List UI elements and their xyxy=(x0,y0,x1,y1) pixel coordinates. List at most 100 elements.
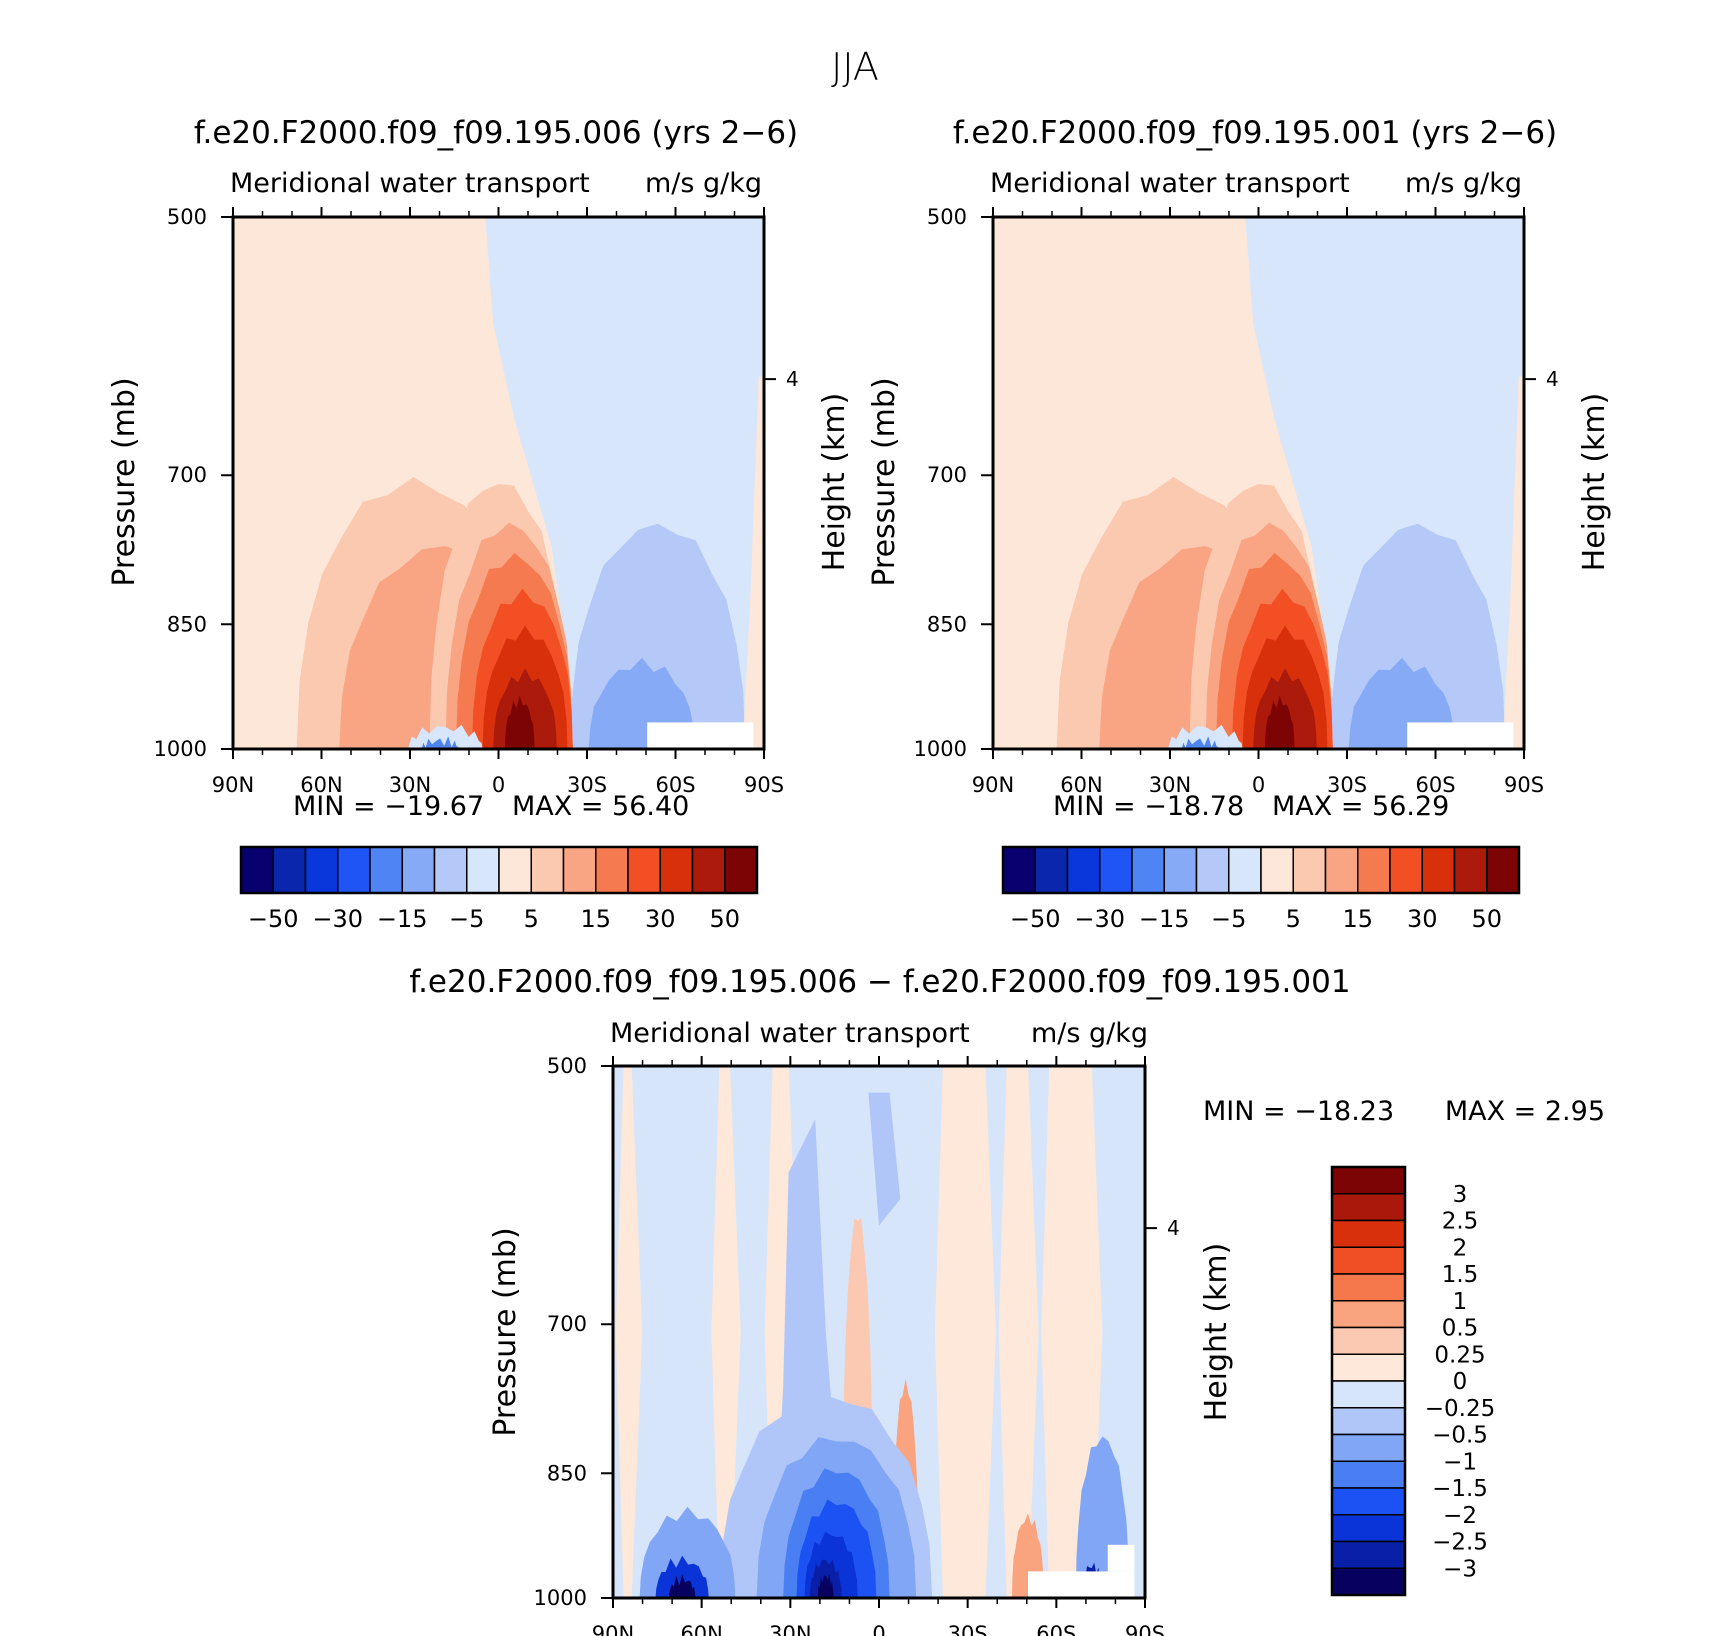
panel-1-xtick-label: 0 xyxy=(492,773,505,797)
panel-1-title: f.e20.F2000.f09_f09.195.006 (yrs 2−6) xyxy=(194,115,798,151)
panel-1-neg-pocket-core xyxy=(421,736,459,749)
panel-1-ytick-label: 500 xyxy=(167,205,207,229)
panel-3-colorbar-label: −1.5 xyxy=(1432,1476,1488,1502)
panel-1-ylabel: Pressure (mb) xyxy=(107,377,142,586)
panel-2-plot xyxy=(993,217,1524,749)
panel-1-right-tick-label: 4 xyxy=(786,367,799,391)
panel-2-colorbar-swatch xyxy=(1066,846,1101,894)
panel-3-pos-strip-2 xyxy=(711,1066,741,1598)
panel-3-colorbar-label: 3 xyxy=(1453,1182,1468,1208)
panel-3-right-tick-label: 4 xyxy=(1167,1216,1180,1240)
panel-1-colorbar-frame xyxy=(239,845,759,895)
panel-2-colorbar-label: 5 xyxy=(1286,905,1301,933)
panel-2-ylabel-right: Height (km) xyxy=(1577,393,1612,572)
panel-2-colorbar-swatch xyxy=(1357,846,1391,894)
panel-3-subtitle: Meridional water transport xyxy=(610,1018,970,1049)
panel-2-colorbar-label: −15 xyxy=(1139,905,1190,933)
panel-2-colorbar-swatch xyxy=(1228,846,1262,894)
panel-1-colorbar-swatch xyxy=(433,846,468,894)
panel-3-colorbar-label: 0.25 xyxy=(1434,1342,1485,1368)
panel-2-axes: 90N 60N 30N 0 30S 60S 90S 500 700 850 1000 4 xyxy=(914,205,1559,797)
panel-3-min-label: MIN = −18.23 xyxy=(1203,1096,1394,1127)
panel-1-missing-block xyxy=(647,722,754,749)
panel-1-subtitle: Meridional water transport xyxy=(230,168,590,199)
panel-2-colorbar-label: −30 xyxy=(1074,905,1125,933)
panel-2-colorbar-swatch xyxy=(1324,846,1359,894)
panel-3-colorbar-label: 0 xyxy=(1453,1369,1468,1395)
panel-3-colorbar-label: 2.5 xyxy=(1442,1209,1479,1235)
panel-3-colorbar-label: −2.5 xyxy=(1432,1530,1488,1556)
panel-1-neg-pocket xyxy=(408,724,483,749)
panel-1-colorbar-swatch xyxy=(369,846,403,894)
panel-2-pos-strip-south xyxy=(1502,376,1524,749)
panel-2-colorbar-label: 50 xyxy=(1471,905,1502,933)
panel-3-colorbar-swatch xyxy=(1331,1567,1406,1596)
panel-1-xtick-label: 30N xyxy=(389,773,431,797)
panel-3-colorbar-swatch xyxy=(1331,1460,1406,1489)
panel-3-axes: 90N 60N 30N 0 30S 60S 90S 500 700 850 1000 4 xyxy=(534,1054,1180,1636)
panel-1-colorbar-label: −30 xyxy=(312,905,363,933)
panel-3-xtick-label: 60S xyxy=(1036,1622,1076,1636)
panel-3-neg-blob-3 xyxy=(817,1573,834,1598)
panel-1-colorbar-label: −5 xyxy=(449,905,484,933)
panel-1-axes: 90N 60N 30N 0 30S 60S 90S 500 700 850 1000 4 xyxy=(154,205,799,797)
panel-1-colorbar-label: 5 xyxy=(524,905,539,933)
panel-1-colorbar-swatch xyxy=(691,846,726,894)
panel-3-pos-strip-5 xyxy=(1041,1066,1103,1598)
panel-1-colorbar-swatch xyxy=(272,846,307,894)
panel-1-colorbar-swatch xyxy=(466,846,500,894)
panel-3-units: m/s g/kg xyxy=(1031,1018,1148,1049)
panel-2-colorbar-swatch xyxy=(1260,846,1294,894)
panel-2-colorbar-frame xyxy=(1001,845,1521,895)
panel-1-colorbar-label: −50 xyxy=(248,905,299,933)
panel-3-colorbar-label: −0.25 xyxy=(1425,1396,1495,1422)
panel-1-pos-lobe-core-50 xyxy=(504,695,535,749)
panel-1-xtick-label: 60N xyxy=(300,773,342,797)
panel-3-xtick-label: 60N xyxy=(680,1622,722,1636)
panel-3-ylabel: Pressure (mb) xyxy=(488,1227,523,1436)
panel-2-xtick-label: 0 xyxy=(1252,773,1265,797)
panel-1-colorbar-swatch xyxy=(337,846,371,894)
panel-2-ytick-label: 700 xyxy=(927,463,967,487)
panel-2-neg-pocket xyxy=(1168,724,1243,749)
panel-1-ytick-label: 700 xyxy=(167,463,207,487)
panel-2-title: f.e20.F2000.f09_f09.195.001 (yrs 2−6) xyxy=(953,115,1557,151)
panel-1-ytick-label: 850 xyxy=(167,612,207,636)
panel-1-pos-strip-south xyxy=(742,376,764,749)
panel-3-ytick-label: 700 xyxy=(547,1312,587,1336)
panel-3-xtick-label: 90S xyxy=(1125,1622,1165,1636)
panel-3-colorbar-swatch xyxy=(1331,1166,1406,1195)
panel-2-ytick-label: 1000 xyxy=(914,737,967,761)
panel-3-colorbar-label: −3 xyxy=(1443,1556,1477,1582)
panel-1-units: m/s g/kg xyxy=(645,168,762,199)
panel-2-colorbar-swatch xyxy=(1131,846,1165,894)
panel-3-colorbar-label: 1.5 xyxy=(1442,1262,1479,1288)
panel-3-pos-strip-3 xyxy=(934,1066,996,1598)
panel-3-colorbar-label: −2 xyxy=(1443,1503,1477,1529)
panel-2-colorbar-swatch xyxy=(1486,846,1520,894)
panel-1-xtick-label: 90S xyxy=(744,773,784,797)
panel-2-missing-block xyxy=(1407,722,1514,749)
panel-1-xtick-label: 30S xyxy=(567,773,607,797)
panel-3-colorbar-label: −0.5 xyxy=(1432,1423,1488,1449)
panel-1-colorbar-label: 30 xyxy=(645,905,676,933)
panel-3-colorbar-swatch xyxy=(1331,1540,1406,1569)
panel-3-colorbar-swatch xyxy=(1331,1353,1406,1382)
panel-3-colorbar: 32.521.510.50.250−0.25−0.5−1−1.5−2−2.5−3 xyxy=(1330,1165,1495,1597)
panel-2-colorbar-swatch xyxy=(1034,846,1069,894)
panel-1-colorbar-swatch xyxy=(304,846,339,894)
panel-1-colorbar-label: −15 xyxy=(377,905,428,933)
panel-3-colorbar-swatch xyxy=(1331,1246,1406,1275)
panel-3-xtick-label: 30S xyxy=(948,1622,988,1636)
panel-1-plot xyxy=(233,217,764,749)
figure-title: JJA xyxy=(831,45,879,89)
panel-3-colorbar-swatch xyxy=(1331,1433,1406,1462)
panel-1-xtick-label: 60S xyxy=(655,773,695,797)
panel-1-xtick-label: 90N xyxy=(212,773,254,797)
panel-3-colorbar-label: 1 xyxy=(1453,1289,1468,1315)
panel-3-missing-block xyxy=(1027,1571,1135,1598)
panel-3-colorbar-swatch xyxy=(1331,1300,1406,1329)
panel-1-colorbar-swatch xyxy=(530,846,565,894)
panel-3-colorbar-swatch xyxy=(1331,1380,1406,1409)
panel-2-colorbar-swatch xyxy=(1453,846,1488,894)
